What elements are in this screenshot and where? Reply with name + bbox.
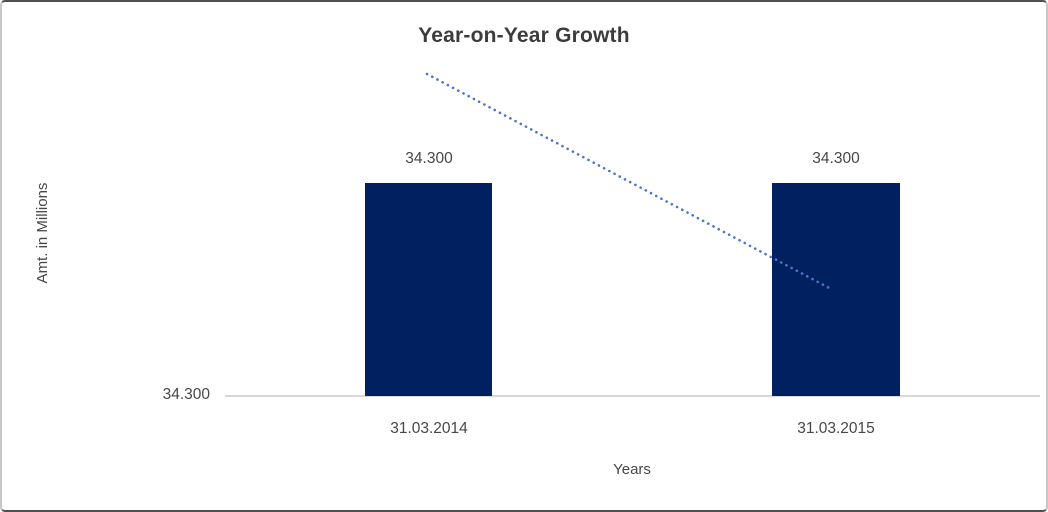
x-axis-tick-2014: 31.03.2014 (390, 420, 468, 437)
chart-title: Year-on-Year Growth (418, 24, 630, 47)
x-axis-tick-2015: 31.03.2015 (797, 420, 875, 437)
y-axis-tick-label: 34.300 (162, 386, 210, 403)
y-axis-title: Amt. in Millions (34, 182, 51, 284)
bar-2014 (365, 183, 492, 396)
bar-2015 (772, 183, 900, 396)
x-axis-title: Years (613, 461, 651, 478)
bar-2014-value-label: 34.300 (405, 150, 453, 167)
x-axis-line (225, 395, 1040, 397)
bar-2015-value-label: 34.300 (812, 150, 860, 167)
